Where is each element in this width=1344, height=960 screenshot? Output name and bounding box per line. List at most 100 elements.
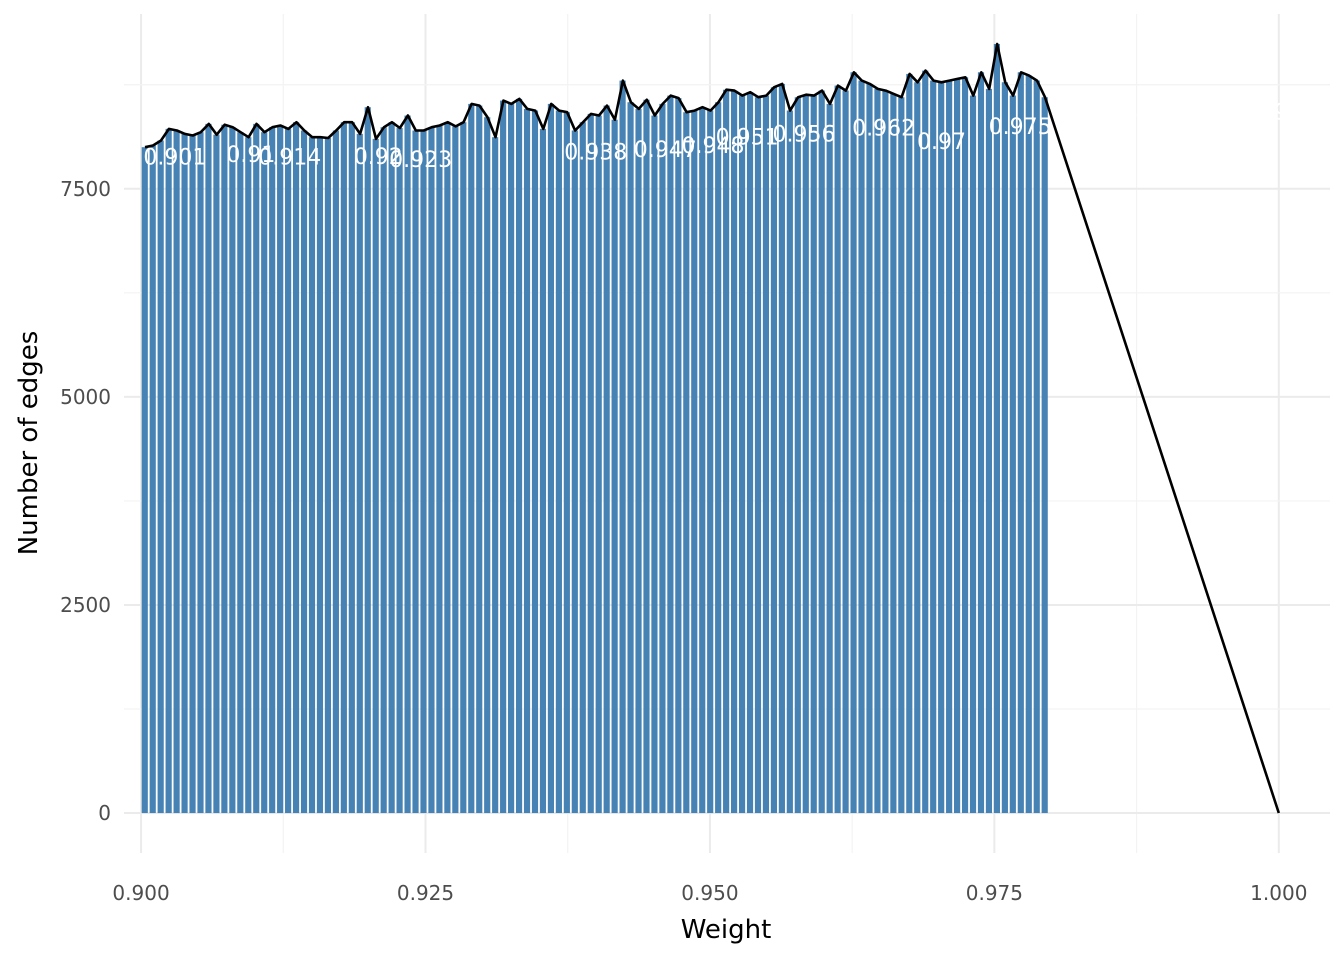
histogram-bar bbox=[332, 130, 339, 814]
histogram-bar bbox=[985, 88, 993, 814]
histogram-bar bbox=[428, 127, 435, 814]
histogram-bar bbox=[547, 103, 555, 814]
bar-value-label: 0.975 bbox=[989, 115, 1052, 140]
histogram-bar bbox=[245, 137, 252, 814]
histogram-bar bbox=[595, 115, 602, 814]
histogram-bar bbox=[141, 147, 148, 814]
histogram-bar bbox=[460, 122, 467, 814]
x-axis-tick-labels: 0.900 0.925 0.950 0.975 1.000 bbox=[112, 881, 1307, 905]
histogram-bar bbox=[1033, 80, 1040, 814]
x-tick-label: 0.950 bbox=[681, 881, 738, 905]
bar-value-label: 0.948 bbox=[681, 134, 744, 159]
histogram-bar bbox=[500, 100, 507, 814]
histogram-bar bbox=[778, 83, 785, 814]
histogram-bar bbox=[452, 126, 459, 814]
histogram-bar bbox=[770, 87, 777, 814]
histogram-bar bbox=[253, 123, 260, 814]
histogram-bar bbox=[380, 127, 387, 814]
histogram-bar bbox=[659, 103, 666, 814]
histogram-bar bbox=[898, 97, 905, 814]
histogram-bar bbox=[531, 110, 539, 814]
bar-value-label: 0.996 bbox=[1239, 101, 1302, 126]
histogram-bar bbox=[969, 95, 977, 814]
bar-value-label: 0.91 bbox=[226, 143, 275, 168]
histogram-bar bbox=[826, 103, 833, 814]
histogram-bar bbox=[834, 85, 841, 814]
histogram-bar bbox=[292, 122, 300, 814]
bar-value-label: 0.92 bbox=[354, 145, 403, 170]
histogram-bar bbox=[221, 124, 228, 814]
bar-value-label: 0.901 bbox=[143, 146, 206, 171]
histogram-bar bbox=[611, 119, 618, 814]
histogram-bar bbox=[388, 122, 395, 814]
frequency-line bbox=[144, 42, 1281, 814]
bar-value-label: 0.956 bbox=[773, 122, 836, 147]
histogram-bar bbox=[213, 134, 220, 814]
x-tick-label: 0.925 bbox=[397, 881, 454, 905]
histogram-bar bbox=[850, 72, 857, 814]
histogram-bar bbox=[746, 92, 754, 814]
histogram-bar bbox=[484, 117, 491, 814]
histogram-bar bbox=[189, 135, 196, 814]
x-tick-label: 0.900 bbox=[112, 881, 169, 905]
histogram-bar bbox=[571, 130, 578, 814]
histogram-bar bbox=[707, 110, 714, 814]
histogram-bar bbox=[364, 107, 371, 814]
histogram-bar bbox=[492, 137, 499, 814]
histogram-bar bbox=[842, 90, 849, 814]
histogram-bar bbox=[356, 133, 363, 814]
bar-value-label: 0.99 bbox=[1171, 101, 1220, 126]
histogram-bar bbox=[754, 97, 762, 814]
histogram-bar bbox=[420, 130, 427, 814]
histogram-bar bbox=[786, 110, 793, 814]
histogram-bar bbox=[699, 107, 706, 814]
histogram-bar bbox=[165, 128, 172, 814]
histogram-bar bbox=[738, 95, 746, 814]
histogram-bar bbox=[277, 125, 284, 814]
histogram-bar bbox=[1009, 95, 1016, 814]
y-tick-label: 2500 bbox=[60, 593, 111, 617]
histogram-bar bbox=[157, 140, 164, 814]
histogram-bar bbox=[173, 130, 180, 814]
x-axis-title: Weight bbox=[681, 915, 772, 945]
histogram-bar bbox=[1001, 82, 1008, 814]
histogram-bar bbox=[237, 132, 244, 814]
histogram-bar bbox=[1025, 75, 1032, 814]
bar-value-label: 0.983 bbox=[1089, 100, 1152, 125]
histogram-bar bbox=[683, 112, 690, 814]
histogram-bar bbox=[874, 88, 881, 814]
histogram-bar bbox=[555, 110, 562, 814]
bar-value-label: 0.993 bbox=[1205, 101, 1268, 126]
histogram-bar bbox=[197, 132, 204, 814]
histogram-bar bbox=[762, 95, 770, 814]
histogram-bar bbox=[946, 80, 953, 814]
histogram-bar bbox=[1041, 97, 1048, 814]
histogram-bar bbox=[961, 77, 969, 814]
histogram-bar bbox=[205, 123, 212, 814]
histogram-bar bbox=[794, 97, 801, 814]
histogram-bar bbox=[802, 94, 809, 814]
histogram-bar bbox=[651, 115, 658, 814]
histogram-bar bbox=[476, 105, 483, 814]
histogram-bar bbox=[977, 72, 985, 814]
y-axis-tick-labels: 0 2500 5000 7500 bbox=[60, 177, 111, 825]
histogram-bar bbox=[523, 108, 531, 814]
histogram-bar bbox=[635, 108, 642, 814]
histogram-bar bbox=[324, 138, 332, 814]
histogram-bar bbox=[515, 98, 523, 814]
histogram-bar bbox=[643, 99, 650, 814]
bar-value-label: 0.947 bbox=[634, 138, 697, 163]
histogram-bar bbox=[348, 122, 355, 814]
histogram-bar bbox=[436, 125, 443, 814]
y-tick-label: 7500 bbox=[60, 177, 111, 201]
bar-value-label: 0.962 bbox=[852, 117, 915, 142]
histogram-bar bbox=[731, 90, 738, 814]
histogram-bar bbox=[285, 128, 292, 814]
y-tick-label: 0 bbox=[98, 801, 111, 825]
histogram-bar bbox=[667, 95, 674, 814]
histogram-bar bbox=[300, 130, 308, 814]
histogram-bar bbox=[308, 137, 316, 814]
bar-value-label: 0.951 bbox=[716, 126, 779, 151]
histogram-bar bbox=[715, 102, 722, 814]
